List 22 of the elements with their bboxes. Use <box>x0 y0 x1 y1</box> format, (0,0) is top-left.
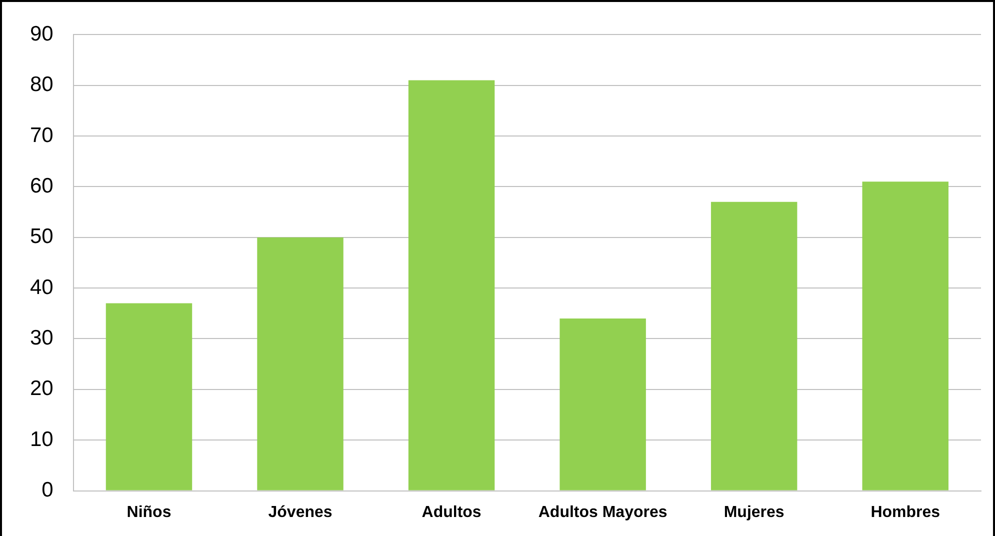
bar <box>408 80 495 490</box>
bar <box>710 202 798 490</box>
y-tick-label: 30 <box>30 326 54 350</box>
y-tick-label: 80 <box>30 73 54 96</box>
y-tick-label: 0 <box>42 478 54 502</box>
y-tick-label: 10 <box>30 428 54 451</box>
y-tick-label: 70 <box>30 124 54 147</box>
bar <box>106 303 192 490</box>
x-tick-label: Mujeres <box>724 504 784 521</box>
y-tick-label: 40 <box>30 276 54 299</box>
bar <box>560 318 646 490</box>
x-tick-label: Niños <box>126 504 172 521</box>
bar <box>257 237 344 490</box>
y-tick-label: 20 <box>30 377 54 400</box>
y-tick-label: 50 <box>30 225 54 248</box>
y-tick-label: 90 <box>30 22 54 46</box>
x-tick-label: Adultos Mayores <box>538 504 668 521</box>
x-tick-label: Adultos <box>422 504 482 521</box>
y-tick-label: 60 <box>30 174 54 198</box>
x-tick-label: Hombres <box>870 504 940 521</box>
bar <box>862 182 948 490</box>
x-tick-label: Jóvenes <box>268 504 332 521</box>
